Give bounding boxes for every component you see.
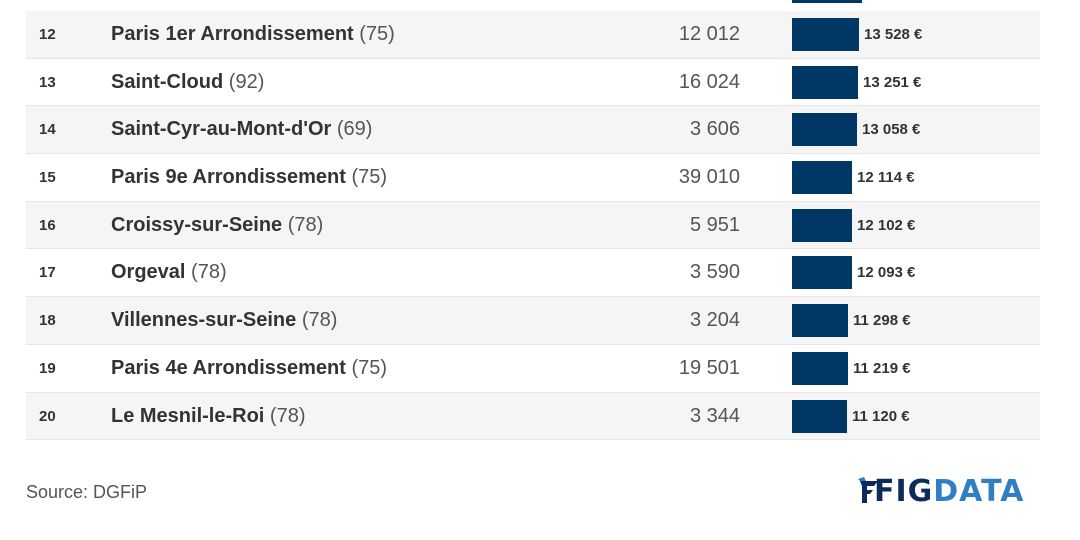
table-row: 13 Saint-Cloud (92) 16 024 13 251 €: [26, 58, 1040, 107]
commune-name: Le Mesnil-le-Roi: [111, 404, 265, 427]
rank-cell: 15: [39, 169, 56, 187]
source-note: Source: DGFiP: [26, 482, 148, 502]
commune-cell: Paris 4e Arrondissement (75): [111, 345, 387, 392]
rank-cell: 17: [39, 264, 56, 282]
table-row: 18 Villennes-sur-Seine (78) 3 204 11 298 €: [26, 297, 1040, 345]
population-cell: 12 012: [678, 23, 740, 45]
value-bar: [792, 256, 852, 290]
ranking-table: 12 Paris 1er Arrondissement (75) 12 012 13 …: [26, 11, 1040, 441]
commune-name: Paris 9e Arrondissement: [111, 166, 346, 189]
population-cell: 3 590: [689, 261, 740, 284]
table-row: 17 Orgeval (78) 3 590 12 093 €: [26, 249, 1040, 298]
population-cell: 16 024: [678, 70, 740, 93]
table-row: 16 Croissy-sur-Seine (78) 5 951 12 102 €: [26, 201, 1040, 250]
rank-cell: 12: [39, 26, 56, 43]
rank-cell: 13: [39, 73, 56, 91]
table-row: 12 Paris 1er Arrondissement (75) 12 012 13 …: [26, 11, 1040, 59]
commune-cell: Villennes-sur-Seine (78): [111, 297, 337, 344]
commune-name: Paris 4e Arrondissement: [111, 356, 346, 379]
value-label: 11 298 €: [853, 312, 911, 330]
table-row: 20 Le Mesnil-le-Roi (78) 3 344 11 120 €: [26, 392, 1040, 441]
population-cell: 3 606: [689, 118, 740, 141]
commune-cell: Croissy-sur-Seine (78): [111, 202, 323, 249]
table-row: 14 Saint-Cyr-au-Mont-d'Or (69) 3 606 13 058…: [26, 106, 1040, 155]
value-bar: [792, 18, 859, 51]
department-code: (92): [228, 70, 265, 93]
commune-cell: Orgeval (78): [111, 249, 227, 296]
commune-cell: Saint-Cloud (92): [111, 59, 264, 106]
department-code: (78): [301, 309, 338, 332]
value-bar: [792, 399, 847, 433]
rank-cell: 19: [39, 359, 56, 377]
value-bar: [792, 208, 852, 242]
value-bar: [792, 161, 852, 195]
commune-cell: Paris 1er Arrondissement (75): [111, 11, 395, 58]
population-cell: 3 204: [689, 309, 740, 332]
department-code: (78): [191, 261, 227, 284]
logo-fig-text: FIG: [874, 473, 934, 509]
value-label: 13 528 €: [864, 26, 923, 43]
value-bar: [792, 65, 858, 99]
commune-name: Croissy-sur-Seine: [111, 213, 283, 236]
population-cell: 5 951: [689, 213, 740, 236]
department-code: (78): [287, 213, 324, 236]
table-row: 15 Paris 9e Arrondissement (75) 39 010 12 1…: [26, 154, 1040, 202]
value-label: 13 058 €: [862, 121, 921, 139]
value-label: 11 219 €: [853, 359, 911, 377]
population-cell: 3 344: [689, 404, 740, 427]
population-cell: 19 501: [678, 356, 740, 379]
figdata-logo: FIG DATA: [858, 473, 1024, 509]
commune-name: Saint-Cloud: [111, 70, 224, 93]
population-cell: 39 010: [678, 166, 740, 189]
rank-cell: 16: [39, 216, 56, 234]
value-bar: [792, 304, 848, 338]
value-bar: [792, 113, 857, 147]
rank-cell: 14: [39, 121, 56, 139]
value-label: 13 251 €: [863, 73, 922, 91]
department-code: (75): [359, 23, 395, 45]
value-bar: [792, 351, 848, 385]
commune-name: Villennes-sur-Seine: [111, 309, 297, 332]
commune-cell: Saint-Cyr-au-Mont-d'Or (69): [111, 106, 372, 153]
table-row: 19 Paris 4e Arrondissement (75) 19 501 11 2…: [26, 344, 1040, 393]
partial-row-above: [26, 0, 1040, 11]
value-label: 12 114 €: [857, 169, 915, 187]
commune-cell: Paris 9e Arrondissement (75): [111, 154, 387, 201]
commune-name: Saint-Cyr-au-Mont-d'Or: [111, 118, 332, 141]
rank-cell: 18: [39, 312, 56, 330]
department-code: (75): [351, 356, 388, 379]
logo-data-text: DATA: [933, 473, 1025, 509]
partial-row-bar: [792, 0, 862, 3]
commune-name: Paris 1er Arrondissement: [111, 23, 354, 45]
department-code: (75): [351, 166, 388, 189]
rank-cell: 20: [39, 407, 56, 425]
department-code: (69): [336, 118, 373, 141]
commune-name: Orgeval: [111, 261, 186, 284]
value-label: 12 093 €: [857, 264, 916, 282]
value-label: 11 120 €: [852, 407, 910, 425]
department-code: (78): [269, 404, 306, 427]
commune-cell: Le Mesnil-le-Roi (78): [111, 393, 306, 440]
value-label: 12 102 €: [857, 216, 916, 234]
bird-logo-icon: [858, 477, 878, 503]
